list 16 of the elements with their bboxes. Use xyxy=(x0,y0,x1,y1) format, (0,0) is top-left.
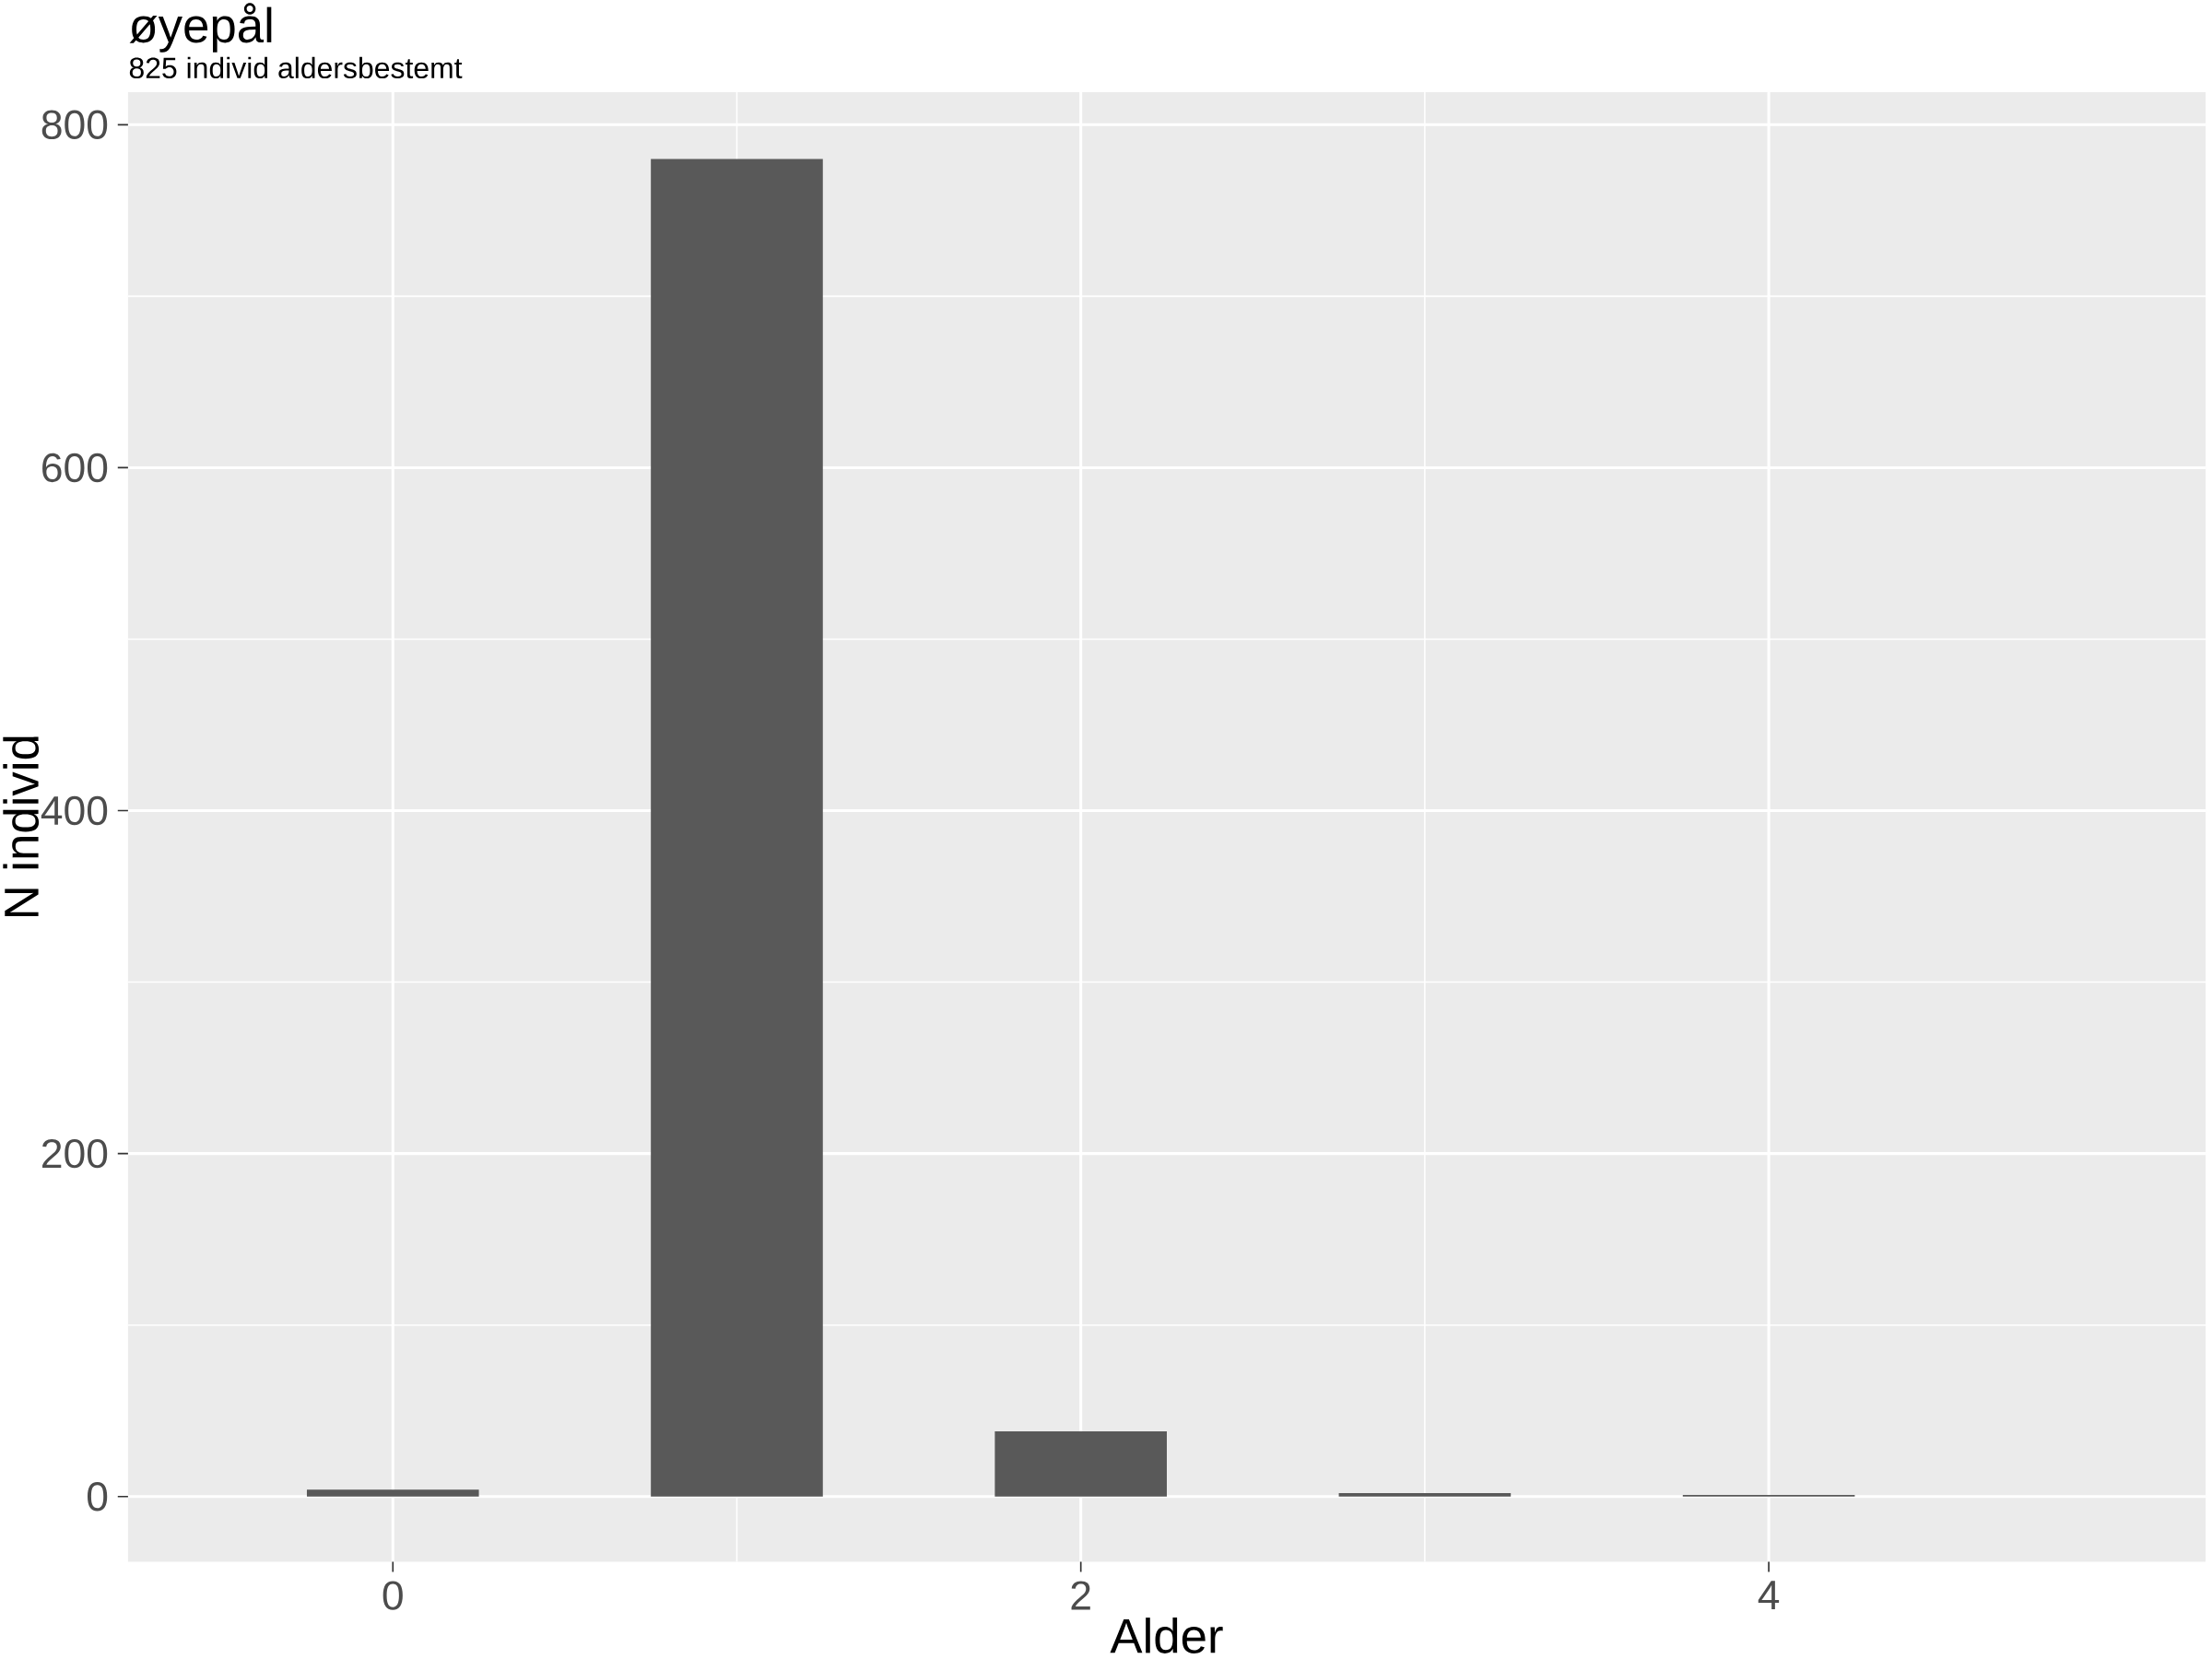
chart-subtitle: 825 individ aldersbestemt xyxy=(129,56,463,79)
y-tick-label: 600 xyxy=(42,453,108,483)
y-axis-title: N individ xyxy=(3,736,40,917)
x-tick-label: 0 xyxy=(382,1581,403,1610)
x-tick-label: 4 xyxy=(1758,1581,1780,1609)
y-tick-label: 800 xyxy=(41,110,108,140)
x-axis-title: Alder xyxy=(1110,1618,1223,1653)
x-tick-label: 2 xyxy=(1071,1581,1090,1610)
y-tick-label: 0 xyxy=(87,1482,108,1512)
y-tick-label: 200 xyxy=(42,1138,108,1169)
bar xyxy=(306,1489,479,1497)
bar xyxy=(1338,1493,1512,1497)
chart-title: øyepål xyxy=(129,3,272,53)
bar xyxy=(994,1431,1167,1497)
y-tick-label: 400 xyxy=(41,795,108,826)
bar xyxy=(651,159,823,1497)
